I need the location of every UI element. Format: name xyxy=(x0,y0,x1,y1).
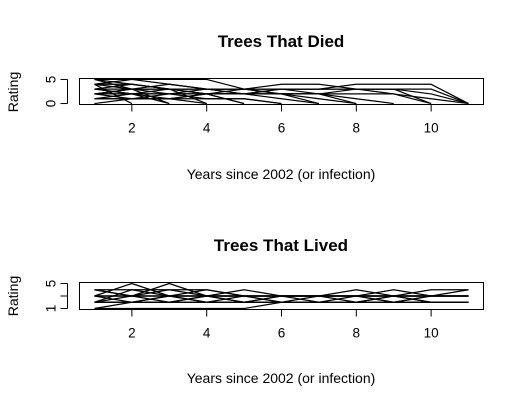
x-axis: 2 4 6 8 10 xyxy=(128,309,439,341)
y-tick-label: 5 xyxy=(44,280,59,288)
chart-title: Trees That Died xyxy=(218,32,345,51)
x-tick-label: 8 xyxy=(353,326,361,341)
x-axis-label: Years since 2002 (or infection) xyxy=(187,166,376,182)
x-tick-label: 2 xyxy=(128,121,136,136)
y-axis-label: Rating xyxy=(5,276,21,316)
x-tick-label: 4 xyxy=(203,326,211,341)
y-axis-label: Rating xyxy=(5,72,21,112)
y-axis: 15 xyxy=(44,280,68,313)
x-tick-label: 2 xyxy=(128,326,136,341)
x-tick-label: 10 xyxy=(424,121,439,136)
series-line-13 xyxy=(94,78,432,105)
y-axis: 05 xyxy=(44,76,68,108)
series-line-19 xyxy=(94,93,170,105)
y-tick-label: 1 xyxy=(44,305,59,313)
x-tick-label: 8 xyxy=(353,121,361,136)
y-tick-label: 5 xyxy=(44,76,59,84)
series-lines xyxy=(94,282,469,310)
x-tick-label: 6 xyxy=(278,326,286,341)
series-line-14 xyxy=(94,301,469,310)
x-tick-label: 6 xyxy=(278,121,286,136)
chart-title: Trees That Lived xyxy=(214,236,348,255)
panel-trees-died: Trees That Died Rating Years since 2002 … xyxy=(5,32,484,182)
series-line-16 xyxy=(94,98,282,105)
x-axis-label: Years since 2002 (or infection) xyxy=(187,370,376,386)
x-tick-label: 10 xyxy=(424,326,439,341)
series-line-3 xyxy=(94,83,469,105)
series-line-2 xyxy=(94,78,320,105)
panel-trees-lived: Trees That Lived Rating Years since 2002… xyxy=(5,236,484,386)
x-axis: 2 4 6 8 10 xyxy=(128,104,439,136)
series-line-13 xyxy=(94,289,469,297)
series-line-20 xyxy=(94,83,357,105)
x-tick-label: 4 xyxy=(203,121,211,136)
y-tick-label: 0 xyxy=(44,100,59,108)
series-lines xyxy=(94,78,469,105)
